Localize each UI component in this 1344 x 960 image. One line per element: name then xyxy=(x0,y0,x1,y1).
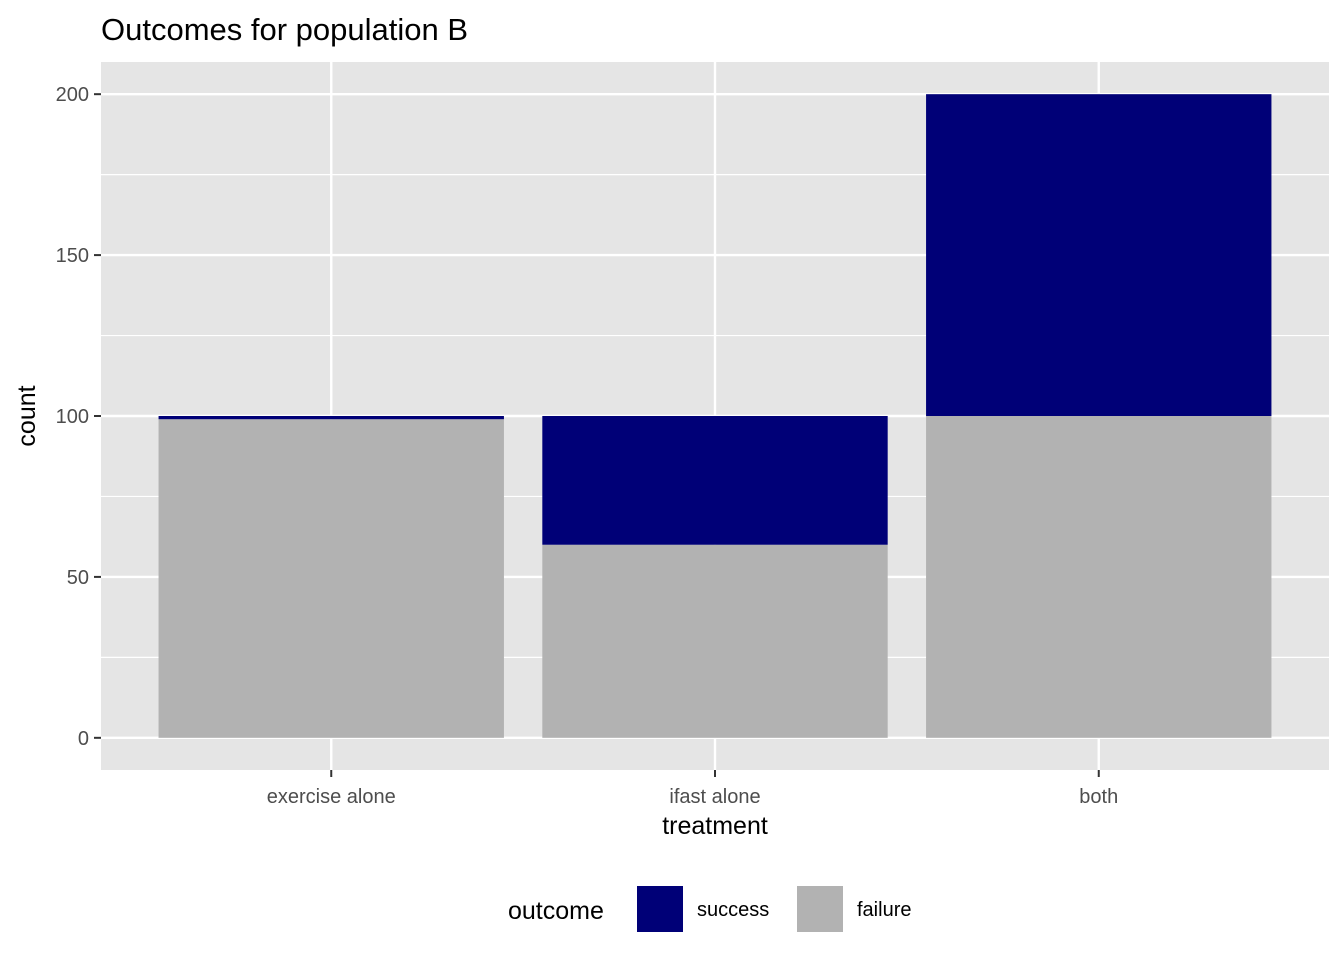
legend-label-success: success xyxy=(697,899,769,921)
x-tick-label: ifast alone xyxy=(669,786,760,808)
bar-success-2 xyxy=(926,94,1272,416)
bar-failure-1 xyxy=(542,544,888,738)
y-tick-label: 200 xyxy=(56,84,89,106)
y-tick-label: 150 xyxy=(56,245,89,267)
y-tick-label: 0 xyxy=(78,728,89,750)
bar-success-1 xyxy=(542,416,888,545)
legend-key-success xyxy=(637,886,683,932)
chart-title: Outcomes for population B xyxy=(101,12,468,47)
bars xyxy=(158,94,1272,738)
bar-success-0 xyxy=(158,416,504,420)
x-axis-title: treatment xyxy=(662,812,768,840)
y-axis-title: count xyxy=(13,385,41,446)
x-tick-label: both xyxy=(1079,786,1118,808)
legend-key-failure xyxy=(797,886,843,932)
y-tick-label: 100 xyxy=(56,406,89,428)
x-axis: exercise alone ifast alone both xyxy=(267,770,1118,808)
bar-failure-0 xyxy=(158,419,504,738)
legend-title: outcome xyxy=(508,897,604,925)
legend-label-failure: failure xyxy=(857,899,911,921)
y-axis: 0 50 100 150 200 xyxy=(56,84,101,750)
x-tick-label: exercise alone xyxy=(267,786,396,808)
legend: outcome success failure xyxy=(508,886,911,932)
bar-failure-2 xyxy=(926,416,1272,738)
y-tick-label: 50 xyxy=(67,567,89,589)
